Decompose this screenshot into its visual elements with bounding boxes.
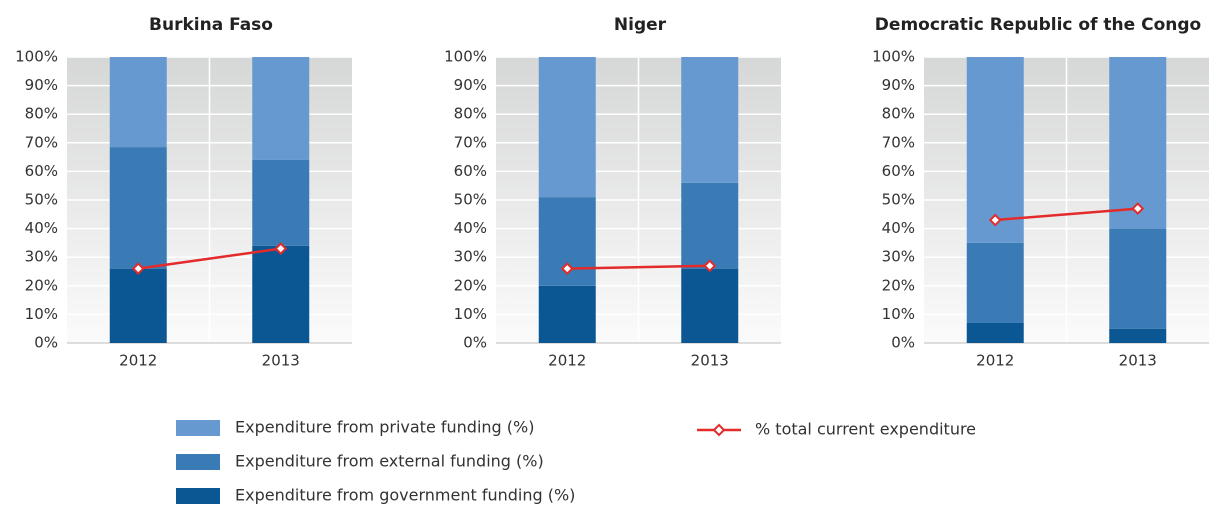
bar-segment	[109, 57, 167, 148]
y-tick-label: 90%	[25, 76, 58, 94]
line	[995, 207, 1138, 222]
bar-segment	[538, 57, 596, 198]
legend-swatch	[176, 420, 220, 436]
x-tick-label: 2012	[976, 352, 1014, 370]
y-tick-label: 50%	[454, 191, 487, 209]
y-tick-label: 0%	[463, 334, 487, 352]
y-tick-label: 60%	[25, 162, 58, 180]
bar-segment	[681, 57, 739, 183]
y-tick-label: 60%	[454, 162, 487, 180]
line-marker	[131, 262, 145, 276]
y-tick-label: 20%	[25, 276, 58, 294]
y-tick-label: 80%	[882, 105, 915, 123]
bar-segment	[966, 322, 1024, 343]
bar-segment	[109, 268, 167, 343]
line-marker	[274, 242, 288, 256]
bar-segment	[966, 242, 1024, 323]
y-tick-label: 40%	[25, 219, 58, 237]
bar-segment	[681, 268, 739, 343]
chart-title: Burkina Faso	[149, 15, 273, 35]
x-tick-label: 2013	[262, 352, 300, 370]
y-tick-label: 80%	[454, 105, 487, 123]
y-tick-label: 50%	[25, 191, 58, 209]
legend-label: Expenditure from government funding (%)	[235, 486, 575, 505]
bar-segment	[252, 159, 310, 246]
y-tick-label: 10%	[25, 305, 58, 323]
y-tick-label: 20%	[882, 276, 915, 294]
legend-marker	[712, 423, 726, 437]
legend-label: Expenditure from private funding (%)	[235, 418, 534, 437]
y-tick-label: 50%	[882, 191, 915, 209]
line-marker	[560, 262, 574, 276]
y-tick-label: 70%	[882, 133, 915, 151]
y-tick-label: 100%	[872, 48, 915, 66]
bar-segment	[252, 245, 310, 343]
legend-label: Expenditure from external funding (%)	[235, 452, 544, 471]
bar-segment	[681, 182, 739, 269]
chart-title: Democratic Republic of the Congo	[875, 15, 1201, 35]
y-tick-label: 0%	[891, 334, 915, 352]
y-tick-label: 20%	[454, 276, 487, 294]
line-marker	[1131, 202, 1145, 215]
y-tick-label: 0%	[34, 334, 58, 352]
bar-segment	[252, 57, 310, 160]
y-tick-label: 30%	[454, 248, 487, 266]
legend-swatch	[176, 488, 220, 504]
x-tick-label: 2013	[1119, 352, 1157, 370]
y-tick-label: 30%	[882, 248, 915, 266]
y-tick-label: 60%	[882, 162, 915, 180]
line	[567, 264, 710, 270]
y-tick-label: 80%	[25, 105, 58, 123]
bar-segment	[1109, 228, 1167, 329]
y-tick-label: 100%	[444, 48, 487, 66]
y-tick-label: 90%	[454, 76, 487, 94]
x-tick-label: 2012	[548, 352, 586, 370]
bar-segment	[966, 57, 1024, 243]
legend-swatch	[176, 454, 220, 470]
x-tick-label: 2013	[691, 352, 729, 370]
bar-segment	[538, 285, 596, 343]
bar-segment	[1109, 328, 1167, 343]
y-tick-label: 70%	[25, 133, 58, 151]
bar-segment	[109, 147, 167, 269]
x-tick-label: 2012	[119, 352, 157, 370]
y-tick-label: 40%	[882, 219, 915, 237]
line-marker	[988, 213, 1002, 227]
legend-label: % total current expenditure	[755, 420, 976, 439]
line	[138, 247, 281, 270]
bar-segment	[1109, 57, 1167, 229]
line-marker	[703, 259, 717, 273]
y-tick-label: 10%	[454, 305, 487, 323]
y-tick-label: 90%	[882, 76, 915, 94]
y-tick-label: 70%	[454, 133, 487, 151]
chart-title: Niger	[614, 15, 667, 35]
y-tick-label: 100%	[15, 48, 58, 66]
y-tick-label: 40%	[454, 219, 487, 237]
y-tick-label: 30%	[25, 248, 58, 266]
y-tick-label: 10%	[882, 305, 915, 323]
